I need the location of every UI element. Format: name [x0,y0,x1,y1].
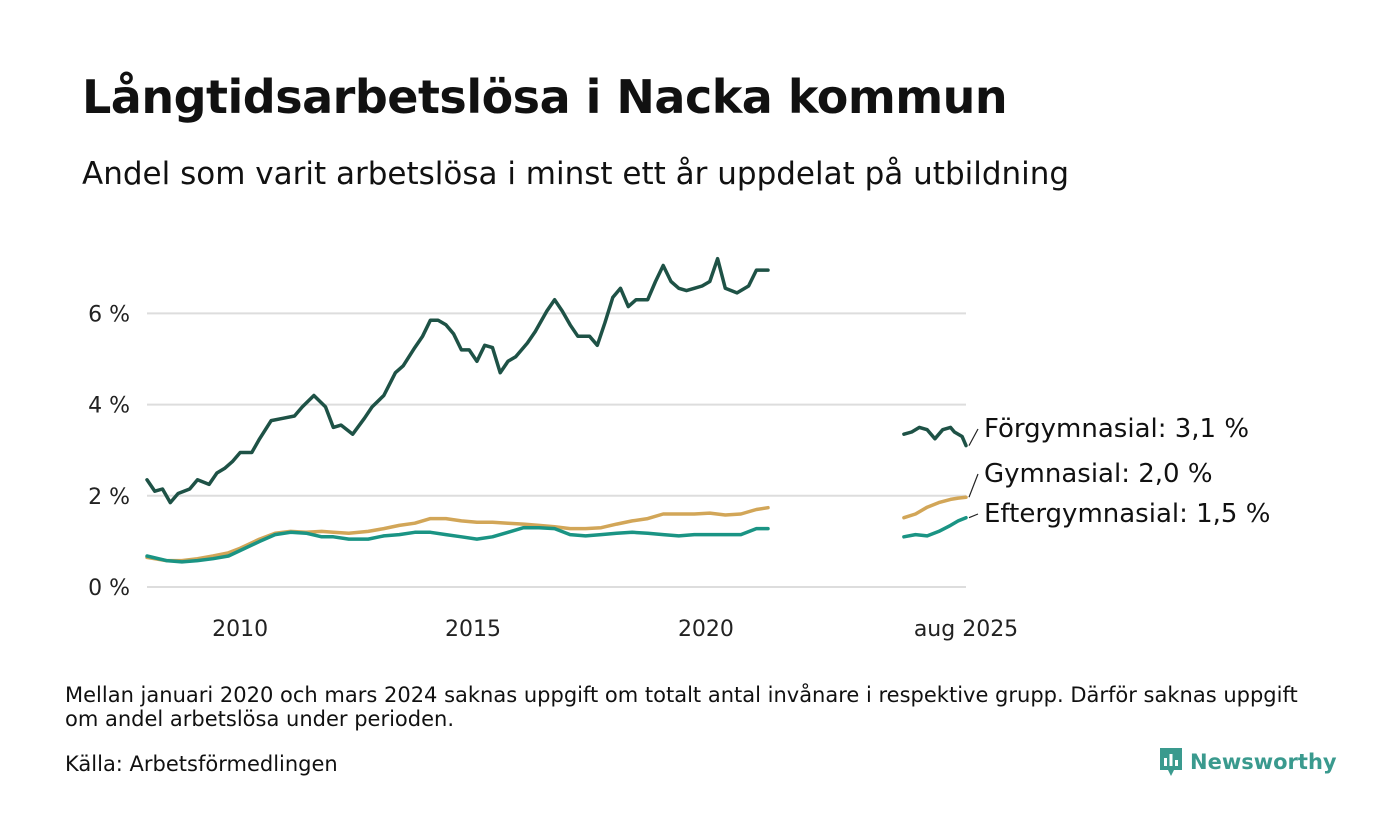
series-line-eftergymnasial [145,525,770,564]
label-leader-line [968,473,979,498]
newsworthy-logo-icon [1160,748,1182,776]
line-chart: 0 % 2 % 4 % 6 % 2010 2015 2020 aug 2025 Förgymna… [88,256,1270,642]
chart-footnote: Mellan januari 2020 och mars 2024 saknas… [65,683,1298,731]
series-end-label: Förgymnasial: 3,1 % [984,414,1249,444]
y-tick-label: 0 % [88,576,130,601]
series-end-label: Eftergymnasial: 1,5 % [984,499,1270,529]
series-line-gymnasial [145,505,770,563]
brand-name: Newsworthy [1190,750,1337,774]
series-line-förgymnasial [902,425,968,448]
series-line-eftergymnasial [902,515,968,539]
y-tick-label: 4 % [88,394,130,419]
series-end-label: Gymnasial: 2,0 % [984,459,1213,489]
y-tick-label: 2 % [88,485,130,510]
chart-source: Källa: Arbetsförmedlingen [65,752,338,776]
series-line-gymnasial [902,495,968,520]
x-tick-label: 2015 [445,617,501,642]
brand-logo: Newsworthy [1158,746,1337,778]
series-line-förgymnasial [145,256,770,505]
x-tick-label: 2010 [212,617,268,642]
y-tick-label: 6 % [88,302,130,327]
label-leader-line [968,513,979,519]
x-tick-label: aug 2025 [914,617,1018,642]
x-tick-label: 2020 [678,617,734,642]
label-leader-line [968,428,979,446]
chart-subtitle: Andel som varit arbetslösa i minst ett å… [82,156,1070,192]
chart-title: Långtidsarbetslösa i Nacka kommun [82,70,1008,124]
